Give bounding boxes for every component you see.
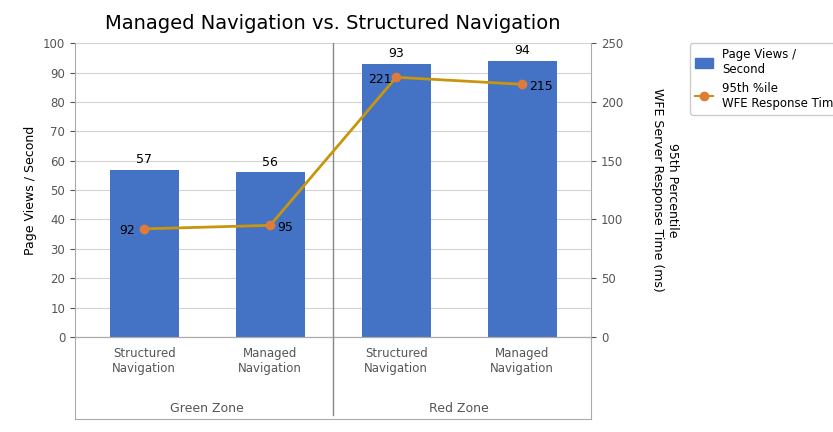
Bar [236, 172, 305, 337]
Legend: Page Views /
Second, 95th %ile
WFE Response Time: Page Views / Second, 95th %ile WFE Respo… [691, 43, 833, 114]
Text: Green Zone: Green Zone [171, 402, 244, 415]
Text: 94: 94 [514, 44, 530, 57]
Title: Managed Navigation vs. Structured Navigation: Managed Navigation vs. Structured Naviga… [106, 14, 561, 33]
Bar [110, 169, 179, 337]
Text: 215: 215 [529, 80, 553, 93]
Text: 57: 57 [137, 153, 152, 166]
Text: 92: 92 [119, 224, 135, 238]
Text: 221: 221 [368, 73, 392, 86]
Text: 95: 95 [277, 221, 293, 234]
Text: Red Zone: Red Zone [429, 402, 489, 415]
Text: 93: 93 [388, 47, 404, 60]
Y-axis label: 95th Percentile
WFE Server Response Time (ms): 95th Percentile WFE Server Response Time… [651, 88, 679, 292]
Bar [487, 61, 556, 337]
Bar [362, 64, 431, 337]
Y-axis label: Page Views / Second: Page Views / Second [24, 125, 37, 255]
Text: 56: 56 [262, 156, 278, 169]
